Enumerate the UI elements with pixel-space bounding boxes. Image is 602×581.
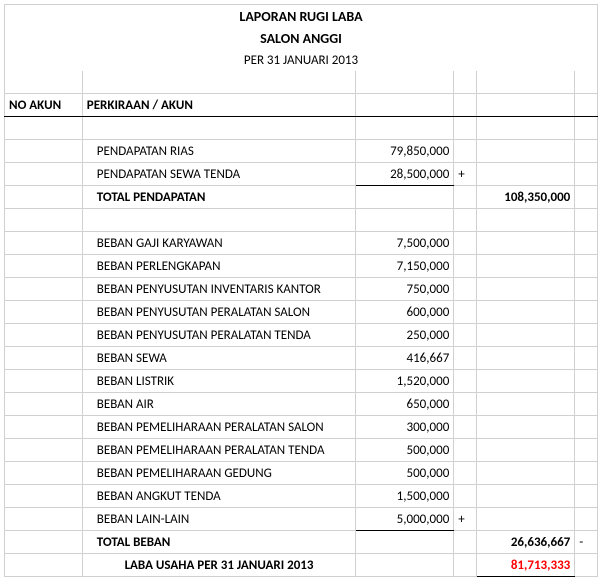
line-value: 1,500,000: [356, 485, 454, 508]
line-item-row: BEBAN LAIN-LAIN5,000,000+: [5, 508, 598, 531]
line-operator: [454, 439, 477, 462]
line-operator: [454, 393, 477, 416]
col-header-acct: NO AKUN: [5, 94, 83, 117]
total-row: TOTAL BEBAN 26,636,667-: [5, 531, 598, 554]
line-value: 500,000: [356, 439, 454, 462]
line-label: BEBAN PEMELIHARAAN PERALATAN TENDA: [82, 439, 355, 462]
line-label: BEBAN PENYUSUTAN PERALATAN SALON: [82, 301, 355, 324]
line-label: BEBAN LISTRIK: [82, 370, 355, 393]
line-value: 79,850,000: [356, 140, 454, 163]
line-value: 600,000: [356, 301, 454, 324]
income-statement-table: LAPORAN RUGI LABA SALON ANGGI PER 31 JAN…: [4, 4, 598, 577]
line-label: BEBAN ANGKUT TENDA: [82, 485, 355, 508]
line-item-row: BEBAN ANGKUT TENDA1,500,000: [5, 485, 598, 508]
line-operator: [454, 485, 477, 508]
line-item-row: BEBAN PENYUSUTAN PERALATAN TENDA250,000: [5, 324, 598, 347]
total-operator: [575, 186, 598, 209]
line-value: 650,000: [356, 393, 454, 416]
total-value: 26,636,667: [477, 531, 575, 554]
line-item-row: BEBAN PENYUSUTAN INVENTARIS KANTOR750,00…: [5, 278, 598, 301]
total-operator: -: [575, 531, 598, 554]
line-item-row: BEBAN PEMELIHARAAN PERALATAN TENDA500,00…: [5, 439, 598, 462]
line-label: BEBAN AIR: [82, 393, 355, 416]
line-value: 250,000: [356, 324, 454, 347]
line-label: PENDAPATAN RIAS: [82, 140, 355, 163]
line-operator: [454, 301, 477, 324]
line-value: 750,000: [356, 278, 454, 301]
line-item-row: BEBAN PERLENGKAPAN7,150,000: [5, 255, 598, 278]
line-item-row: BEBAN SEWA416,667: [5, 347, 598, 370]
blank-row: [5, 117, 598, 140]
line-item-row: BEBAN PENYUSUTAN PERALATAN SALON600,000: [5, 301, 598, 324]
line-operator: [454, 232, 477, 255]
line-value: 416,667: [356, 347, 454, 370]
total-label: LABA USAHA PER 31 JANUARI 2013: [82, 554, 355, 577]
line-value: 7,150,000: [356, 255, 454, 278]
line-label: BEBAN PENYUSUTAN PERALATAN TENDA: [82, 324, 355, 347]
line-item-row: BEBAN LISTRIK1,520,000: [5, 370, 598, 393]
total-row: TOTAL PENDAPATAN 108,350,000: [5, 186, 598, 209]
line-label: BEBAN PENYUSUTAN INVENTARIS KANTOR: [82, 278, 355, 301]
line-label: BEBAN PEMELIHARAAN PERALATAN SALON: [82, 416, 355, 439]
total-row: LABA USAHA PER 31 JANUARI 2013 81,713,333: [5, 554, 598, 577]
line-label: BEBAN PEMELIHARAAN GEDUNG: [82, 462, 355, 485]
line-operator: [454, 347, 477, 370]
line-operator: [454, 278, 477, 301]
line-label: BEBAN SEWA: [82, 347, 355, 370]
line-item-row: BEBAN PEMELIHARAAN GEDUNG500,000: [5, 462, 598, 485]
line-operator: +: [454, 163, 477, 186]
line-operator: [454, 255, 477, 278]
line-value: 1,520,000: [356, 370, 454, 393]
line-item-row: BEBAN AIR650,000: [5, 393, 598, 416]
line-label: BEBAN GAJI KARYAWAN: [82, 232, 355, 255]
line-operator: [454, 324, 477, 347]
line-value: 7,500,000: [356, 232, 454, 255]
line-operator: +: [454, 508, 477, 531]
col-header-desc: PERKIRAAN / AKUN: [82, 94, 355, 117]
line-value: 28,500,000: [356, 163, 454, 186]
line-item-row: PENDAPATAN RIAS79,850,000: [5, 140, 598, 163]
line-item-row: BEBAN GAJI KARYAWAN7,500,000: [5, 232, 598, 255]
total-value: 81,713,333: [477, 554, 575, 577]
blank-row: [5, 209, 598, 232]
line-value: 300,000: [356, 416, 454, 439]
line-value: 5,000,000: [356, 508, 454, 531]
line-operator: [454, 370, 477, 393]
line-label: BEBAN PERLENGKAPAN: [82, 255, 355, 278]
column-header-row: NO AKUN PERKIRAAN / AKUN: [5, 94, 598, 117]
line-label: PENDAPATAN SEWA TENDA: [82, 163, 355, 186]
line-label: BEBAN LAIN-LAIN: [82, 508, 355, 531]
line-value: 500,000: [356, 462, 454, 485]
report-title-1: LAPORAN RUGI LABA: [5, 5, 598, 28]
line-item-row: BEBAN PEMELIHARAAN PERALATAN SALON300,00…: [5, 416, 598, 439]
line-operator: [454, 140, 477, 163]
line-operator: [454, 416, 477, 439]
total-label: TOTAL BEBAN: [82, 531, 355, 554]
line-operator: [454, 462, 477, 485]
total-value: 108,350,000: [477, 186, 575, 209]
total-operator: [575, 554, 598, 577]
report-title-2: SALON ANGGI: [5, 27, 598, 49]
line-item-row: PENDAPATAN SEWA TENDA28,500,000+: [5, 163, 598, 186]
total-label: TOTAL PENDAPATAN: [82, 186, 355, 209]
report-period: PER 31 JANUARI 2013: [5, 49, 598, 71]
